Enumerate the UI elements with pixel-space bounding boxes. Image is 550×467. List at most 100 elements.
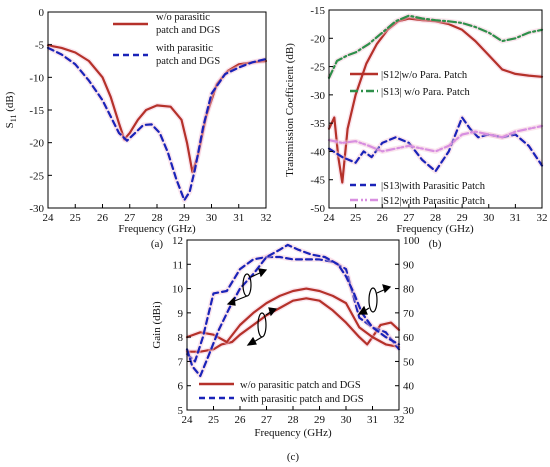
series-line-c-1	[185, 287, 401, 348]
x-tick-label: 26	[97, 212, 109, 224]
annotations-c	[226, 268, 392, 346]
legend-c: w/o parasitic patch and DGS with parasit…	[199, 380, 364, 405]
x-tick-label: 30	[206, 212, 218, 224]
y-tick-label: 0	[39, 7, 45, 19]
chart-panel-c: 24 25 26 27 28 29 30 31 32 5 6 7 8 9 10 11 12 30 40 50 60 70 8…	[151, 235, 420, 463]
legend-label-b-1: |S13| w/o Para. Patch	[381, 87, 471, 98]
y-tick-label: 12	[172, 235, 183, 247]
y-tick-label: -5	[35, 40, 45, 52]
x-tick-label: 30	[341, 414, 353, 426]
series-line-b-1	[327, 14, 544, 80]
annotation-arrowhead-1	[226, 296, 236, 306]
x-tick-label: 28	[430, 212, 442, 224]
y-axis-label-c: Gain (dBi)	[151, 301, 163, 349]
y-tick-label: -25	[310, 62, 325, 74]
x-tick-label: 28	[152, 212, 164, 224]
y-tick-label: -20	[29, 138, 44, 150]
chart-panel-a: 24 25 26 27 28 29 30 31 32 0 -5 -10 -15 -20 -25 -30 w/o…	[4, 7, 272, 250]
caption-c: (c)	[287, 451, 300, 463]
legend-label-b-2: |S13|with Parasitic Patch	[381, 181, 486, 192]
x-axis-label-b: Frequency (GHz)	[396, 223, 474, 235]
y2-tick-label: 70	[403, 308, 415, 320]
y2-tick-label: 30	[403, 405, 415, 417]
x-tick-label: 29	[457, 212, 469, 224]
annotation-arrowhead-3	[246, 336, 257, 346]
x-axis-label-c: Frequency (GHz)	[254, 427, 332, 439]
chart-panel-b: 24 25 26 27 28 29 30 31 32 -15 -20 -25 -30 -35 -40 -45 -…	[284, 5, 548, 250]
x-tick-label: 27	[124, 212, 136, 224]
y-axis-label-a: S11 (dB)	[4, 91, 18, 128]
annotation-arrowhead-4	[268, 307, 278, 317]
x-tick-label: 25	[208, 414, 220, 426]
y-axis-label-b: Transmission Coefficient (dB)	[284, 43, 296, 177]
legend-label-b-3: |S12|with Parasitic Patch	[381, 196, 486, 207]
series-line-b-0	[327, 17, 544, 184]
legend-label-c-1: with parasitic patch and DGS	[240, 394, 364, 405]
y2-tick-label: 50	[403, 356, 415, 368]
x-tick-label: 31	[233, 212, 244, 224]
x-tick-label: 32	[394, 414, 405, 426]
x-tick-label: 27	[403, 212, 415, 224]
caption-a: (a)	[151, 238, 164, 250]
y2-tick-label: 40	[403, 381, 415, 393]
series-halo-b-1	[326, 13, 543, 79]
x-tick-label: 27	[261, 414, 273, 426]
y-tick-label: 8	[178, 332, 184, 344]
x-tick-label: 25	[70, 212, 82, 224]
y2-tick-label: 90	[403, 259, 415, 271]
x-tick-label: 24	[324, 212, 336, 224]
y-tick-label: 5	[178, 405, 184, 417]
caption-b: (b)	[429, 238, 442, 250]
y-tick-label: -45	[310, 175, 325, 187]
annotation-arrowhead-2	[258, 268, 268, 278]
x-tick-label: 32	[261, 212, 272, 224]
x-tick-label: 30	[483, 212, 495, 224]
series-halo-b-3	[328, 123, 543, 154]
y2-tick-label: 60	[403, 332, 415, 344]
legend-label-c-0: w/o parasitic patch and DGS	[240, 380, 361, 391]
legend-b: |S12|w/o Para. Patch |S13| w/o Para. Pat…	[350, 70, 486, 207]
series-halo-c-3	[184, 242, 401, 379]
x-tick-label: 26	[235, 414, 247, 426]
annotation-arrowhead-5	[382, 284, 392, 294]
plot-frame-a	[47, 11, 267, 209]
series-line-c-2	[185, 255, 401, 363]
y-tick-label: -35	[310, 118, 325, 130]
legend-a: w/o parasitic patch and DGS with parasiti…	[113, 12, 220, 67]
x-axis-label-a: Frequency (GHz)	[118, 223, 196, 235]
x-tick-label: 29	[179, 212, 191, 224]
legend-label-a-1: with parasitic patch and DGS	[156, 43, 220, 67]
y-tick-label: 6	[178, 381, 184, 393]
y-tick-label: -50	[310, 203, 325, 215]
y-tick-label: 10	[172, 284, 184, 296]
x-tick-label: 28	[288, 414, 300, 426]
x-tick-label: 24	[43, 212, 55, 224]
y2-tick-label: 80	[403, 284, 415, 296]
y-tick-label: 11	[172, 259, 183, 271]
series-line-b-3	[327, 124, 544, 153]
y-tick-label: -25	[29, 170, 44, 182]
y-tick-label: -20	[310, 33, 325, 45]
x-tick-label: 32	[537, 212, 548, 224]
x-tick-label: 29	[314, 414, 326, 426]
y-tick-label: 9	[178, 308, 184, 320]
x-tick-label: 31	[367, 414, 378, 426]
y-tick-label: -10	[29, 72, 44, 84]
y2-tick-label: 100	[403, 235, 420, 247]
y-tick-label: -15	[29, 105, 44, 117]
x-tick-label: 24	[182, 414, 194, 426]
x-tick-label: 31	[510, 212, 521, 224]
series-line-a-1	[46, 46, 268, 202]
annotation-arrowhead-6	[357, 305, 368, 315]
y-tick-label: -30	[29, 203, 44, 215]
y-tick-label: -30	[310, 90, 325, 102]
y-tick-label: 7	[178, 356, 184, 368]
annotation-ellipse-3	[368, 287, 378, 313]
y-tick-label: -40	[310, 146, 325, 158]
series-line-c-3	[185, 243, 401, 378]
x-tick-label: 25	[350, 212, 362, 224]
legend-label-b-0: |S12|w/o Para. Patch	[381, 70, 468, 81]
series-line-c-0	[185, 297, 401, 353]
x-tick-label: 26	[377, 212, 389, 224]
